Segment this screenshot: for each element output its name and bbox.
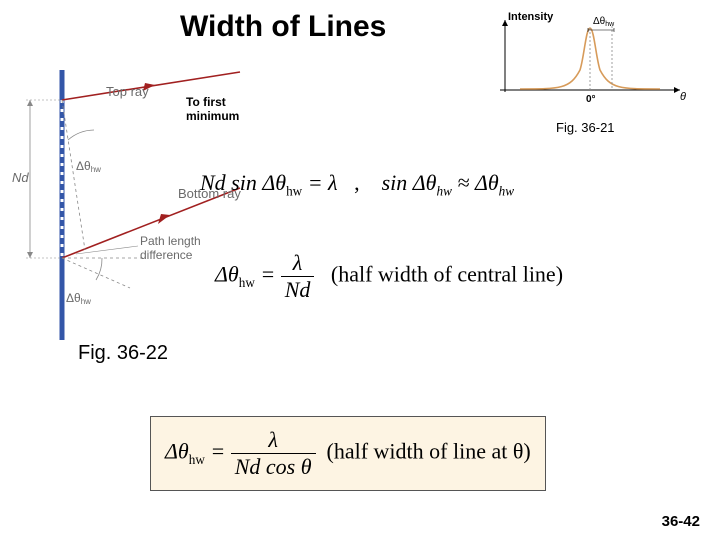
eq2-lhs: Δθ <box>215 262 239 287</box>
eq1-lhs: Nd sin Δθ <box>200 170 286 195</box>
eq1-sub: hw <box>286 183 302 198</box>
eq1-approx-sub2: hw <box>499 183 514 198</box>
delta-theta-upper: Δθhw <box>76 159 101 174</box>
eq2-paren: (half width of central line) <box>331 262 563 287</box>
equation-1: Nd sin Δθhw = λ , sin Δθhw ≈ Δθhw <box>200 170 514 199</box>
eq2-eq: = <box>260 262 280 287</box>
eq1-comma: , <box>354 170 360 195</box>
eq1-rhs: = λ <box>308 170 338 195</box>
equation-2: Δθhw = λ Nd (half width of central line) <box>215 250 563 303</box>
fig-36-22-caption: Fig. 36-22 <box>78 342 168 365</box>
eq3-sub: hw <box>189 452 205 467</box>
ray-diagram: Nd Top ray To first minimum Bottom ray Δ… <box>10 70 250 340</box>
zero-label: 0° <box>586 94 596 105</box>
nd-label: Nd <box>12 170 29 185</box>
intensity-ylabel: Intensity <box>508 11 554 23</box>
to-first-2: minimum <box>186 109 239 123</box>
eq2-den: Nd <box>281 277 315 303</box>
page-number: 36-42 <box>662 513 700 530</box>
delta-theta-lower: Δθhw <box>66 291 91 306</box>
path-diff-2: difference <box>140 248 193 262</box>
top-ray-label: Top ray <box>106 84 149 99</box>
eq1-approx-lhs: sin Δθ <box>382 170 437 195</box>
equation-3-box: Δθhw = λ Nd cos θ (half width of line at… <box>150 416 546 491</box>
eq1-approx-sub: hw <box>436 183 451 198</box>
eq1-approx-mid: ≈ Δθ <box>452 170 499 195</box>
slide-title: Width of Lines <box>180 10 386 44</box>
path-diff-1: Path length <box>140 234 201 248</box>
to-first-1: To first <box>186 95 226 109</box>
eq3-den: Nd cos θ <box>231 454 316 480</box>
eq2-sub: hw <box>239 275 255 290</box>
eq2-fraction: λ Nd <box>281 250 315 303</box>
eq3-paren: (half width of line at θ) <box>327 439 531 464</box>
eq2-num: λ <box>281 250 315 277</box>
eq3-num: λ <box>231 427 316 454</box>
theta-axis-label: θ <box>680 91 686 103</box>
eq3-eq: = <box>210 439 230 464</box>
fig-36-21-caption: Fig. 36-21 <box>556 120 615 135</box>
intensity-plot: Intensity Δθhw 0° θ <box>480 10 690 110</box>
eq3-lhs: Δθ <box>165 439 189 464</box>
eq3-fraction: λ Nd cos θ <box>231 427 316 480</box>
delta-theta-label: Δθhw <box>593 16 615 28</box>
